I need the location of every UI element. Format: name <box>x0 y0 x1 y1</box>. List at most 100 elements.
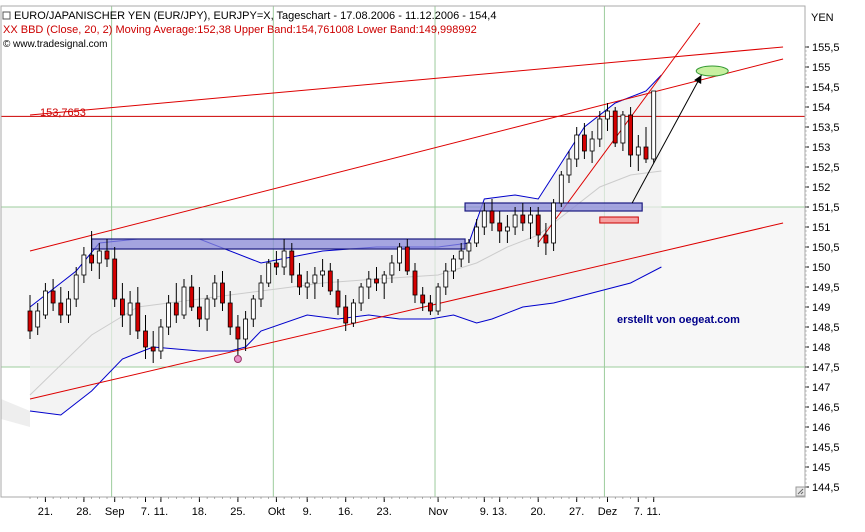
x-tick-label: Sep <box>105 506 125 518</box>
y-tick-label: 152,5 <box>812 162 840 174</box>
x-tick-label: 20. <box>531 506 546 518</box>
candle-down <box>336 291 340 307</box>
x-tick-label: 7. <box>141 506 150 518</box>
watermark-text: erstellt von oegeat.com <box>617 314 740 326</box>
y-tick-label: 145,5 <box>812 442 840 454</box>
price-line-label: 153,7653 <box>40 107 86 119</box>
y-tick-label: 150,5 <box>812 242 840 254</box>
candle-up <box>475 227 479 243</box>
x-tick-label: 21. <box>38 506 53 518</box>
candle-down <box>274 263 278 267</box>
y-tick-label: 152 <box>812 182 830 194</box>
candle-down <box>405 247 409 271</box>
header-toggle-icon[interactable] <box>3 12 10 19</box>
y-tick-label: 151,5 <box>812 202 840 214</box>
candle-up <box>97 251 101 263</box>
y-tick-label: 154,5 <box>812 82 840 94</box>
candle-up <box>390 263 394 275</box>
y-tick-label: 153 <box>812 142 830 154</box>
candle-up <box>559 175 563 203</box>
candle-up <box>259 283 263 299</box>
candle-down <box>498 223 502 231</box>
candle-down <box>490 211 494 223</box>
candle-down <box>536 215 540 235</box>
y-tick-label: 148,5 <box>812 322 840 334</box>
top-margin <box>0 0 865 6</box>
y-tick-label: 146 <box>812 422 830 434</box>
x-tick-label: Nov <box>428 506 448 518</box>
candle-up <box>505 227 509 231</box>
candle-down <box>59 303 63 315</box>
y-tick-label: 149,5 <box>812 282 840 294</box>
candle-up <box>213 283 217 299</box>
candle-up <box>251 299 255 319</box>
candle-down <box>421 295 425 303</box>
x-tick-label: 18. <box>192 506 207 518</box>
candle-down <box>190 287 194 307</box>
candle-up <box>351 303 355 323</box>
candle-up <box>159 327 163 351</box>
candle-up <box>313 275 317 283</box>
indicator-line: XX BBD (Close, 20, 2) Moving Average:152… <box>3 24 477 36</box>
y-tick-label: 147 <box>812 382 830 394</box>
candle-up <box>552 203 556 243</box>
candle-down <box>644 147 648 159</box>
candle-down <box>613 111 617 143</box>
y-tick-label: 144,5 <box>812 482 840 494</box>
candle-down <box>328 271 332 291</box>
candle-down <box>221 283 225 303</box>
candle-up <box>436 287 440 311</box>
small-red-box <box>600 217 639 223</box>
y-tick-label: 149 <box>812 302 830 314</box>
candle-down <box>144 331 148 347</box>
circle-marker <box>234 356 241 363</box>
x-tick-label: 13. <box>492 506 507 518</box>
y-tick-label: 146,5 <box>812 402 840 414</box>
candle-up <box>244 319 248 339</box>
candle-up <box>82 255 86 275</box>
candle-down <box>28 311 32 331</box>
candle-down <box>428 303 432 311</box>
candle-up <box>128 303 132 315</box>
candle-up <box>459 251 463 259</box>
x-tick-label: 9. <box>303 506 312 518</box>
candle-up <box>452 259 456 271</box>
resize-grip-icon[interactable] <box>796 487 805 496</box>
x-tick-label: 9. <box>480 506 489 518</box>
candle-up <box>43 291 47 315</box>
candle-up <box>652 91 656 159</box>
x-tick-label: Okt <box>268 506 285 518</box>
y-tick-label: 155 <box>812 62 830 74</box>
candle-up <box>367 279 371 287</box>
source-text: www.tradesignal.com <box>12 39 107 50</box>
y-tick-label: 151 <box>812 222 830 234</box>
candle-up <box>467 243 471 251</box>
candle-up <box>598 119 602 139</box>
x-tick-label: 11. <box>646 506 660 518</box>
candle-up <box>182 287 186 315</box>
candle-up <box>167 303 171 327</box>
candle-up <box>36 311 40 327</box>
candle-down <box>298 275 302 287</box>
y-tick-label: 147,5 <box>812 362 840 374</box>
x-tick-label: 11. <box>154 506 168 518</box>
candle-down <box>375 279 379 283</box>
x-tick-label: 28. <box>76 506 91 518</box>
y-tick-label: 145 <box>812 462 830 474</box>
candle-up <box>67 299 71 315</box>
copyright-icon: © <box>3 39 11 50</box>
candle-down <box>521 215 525 223</box>
candle-up <box>444 271 448 287</box>
candle-up <box>529 215 533 223</box>
candle-down <box>290 251 294 275</box>
candle-down <box>344 307 348 323</box>
y-tick-label: 150 <box>812 262 830 274</box>
candle-down <box>113 259 117 299</box>
candle-up <box>321 271 325 275</box>
candle-down <box>413 271 417 295</box>
candle-down <box>90 255 94 263</box>
candle-up <box>205 299 209 319</box>
y-tick-label: 148 <box>812 342 830 354</box>
